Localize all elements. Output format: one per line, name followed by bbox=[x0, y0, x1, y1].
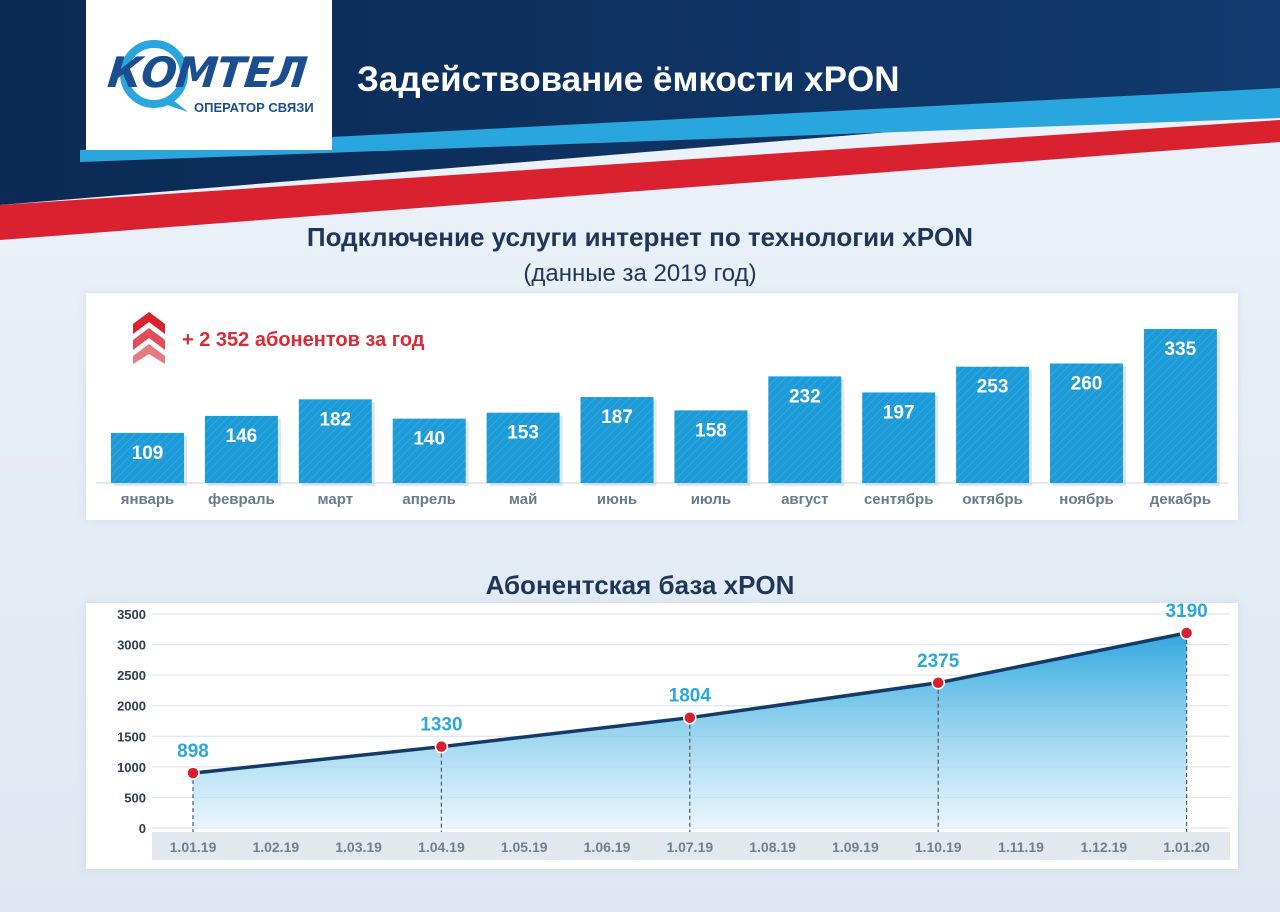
x-tick-label: 1.11.19 bbox=[998, 839, 1044, 855]
bar-category-label: ноябрь bbox=[1059, 491, 1113, 508]
bar bbox=[580, 397, 654, 483]
page-title: Задействование ёмкости xPON bbox=[357, 60, 900, 99]
bar-value-label: 197 bbox=[883, 402, 915, 423]
bar-category-label: май bbox=[509, 491, 537, 508]
data-point-label: 2375 bbox=[917, 651, 960, 672]
bar-value-label: 187 bbox=[601, 407, 633, 428]
bar-category-label: март bbox=[318, 491, 354, 508]
y-tick-label: 2000 bbox=[117, 699, 146, 714]
bar-chart-title: Подключение услуги интернет по технологи… bbox=[306, 222, 974, 252]
bar-value-label: 335 bbox=[1165, 339, 1197, 360]
data-point-label: 898 bbox=[177, 741, 209, 762]
logo-bubble-icon bbox=[120, 40, 188, 112]
bar-category-label: апрель bbox=[402, 491, 456, 508]
x-tick-label: 1.02.19 bbox=[252, 839, 299, 855]
y-tick-label: 1000 bbox=[117, 760, 146, 775]
bar-category-label: сентябрь bbox=[864, 491, 934, 508]
bar bbox=[111, 432, 184, 483]
data-point bbox=[931, 676, 945, 690]
bar bbox=[956, 366, 1030, 483]
data-point bbox=[1179, 626, 1194, 640]
x-tick-label: 1.09.19 bbox=[832, 839, 879, 855]
growth-chevrons-icon bbox=[133, 312, 165, 364]
header-red-stripe bbox=[0, 120, 1280, 240]
bar-value-label: 253 bbox=[977, 377, 1009, 398]
x-tick-label: 1.01.19 bbox=[170, 839, 217, 855]
bar-category-label: февраль bbox=[208, 491, 275, 508]
bar-category-label: декабрь bbox=[1150, 491, 1211, 508]
x-axis-band bbox=[152, 832, 1230, 860]
x-tick-label: 1.04.19 bbox=[418, 839, 465, 855]
header-blue-stripe bbox=[80, 88, 1280, 162]
y-tick-label: 1500 bbox=[117, 729, 146, 744]
x-tick-label: 1.06.19 bbox=[584, 839, 631, 855]
data-point bbox=[186, 766, 200, 780]
bar bbox=[392, 418, 466, 483]
bar-value-label: 109 bbox=[132, 443, 164, 464]
data-point bbox=[683, 710, 697, 725]
logo-card: КОМТЕЛ ОПЕРАТОР СВЯЗИ bbox=[86, 0, 332, 150]
bar bbox=[1143, 329, 1217, 483]
y-tick-label: 3000 bbox=[117, 638, 146, 653]
bar-category-label: октябрь bbox=[962, 491, 1022, 508]
bar bbox=[768, 376, 842, 483]
x-tick-label: 1.08.19 bbox=[749, 839, 796, 855]
bar bbox=[486, 412, 560, 483]
x-tick-label: 1.01.20 bbox=[1163, 839, 1210, 855]
bar-category-label: август bbox=[781, 491, 828, 508]
x-tick-label: 1.03.19 bbox=[335, 839, 382, 855]
bar-category-label: июнь bbox=[597, 491, 637, 508]
bar-value-label: 158 bbox=[695, 420, 727, 441]
bar bbox=[298, 399, 372, 483]
x-tick-label: 1.07.19 bbox=[666, 839, 713, 855]
bar-category-label: июль bbox=[691, 491, 731, 508]
bar-category-label: январь bbox=[121, 491, 175, 508]
data-point-label: 1804 bbox=[669, 686, 712, 707]
area-fill bbox=[193, 632, 1187, 828]
bar-value-label: 232 bbox=[789, 386, 821, 407]
bar bbox=[204, 415, 278, 483]
bar-value-label: 182 bbox=[319, 409, 351, 430]
y-tick-label: 0 bbox=[139, 821, 146, 836]
x-tick-label: 1.10.19 bbox=[915, 839, 962, 855]
y-tick-label: 2500 bbox=[117, 668, 146, 683]
x-tick-label: 1.05.19 bbox=[501, 839, 548, 855]
y-tick-label: 3500 bbox=[117, 607, 146, 622]
y-tick-label: 500 bbox=[124, 790, 146, 805]
bar-value-label: 260 bbox=[1071, 373, 1103, 394]
bar-chart-panel bbox=[86, 293, 1238, 520]
logo-subtitle: ОПЕРАТОР СВЯЗИ bbox=[194, 100, 314, 115]
bar-value-label: 140 bbox=[413, 429, 445, 450]
bar-chart-subtitle: (данные за 2019 год) bbox=[523, 260, 757, 287]
bar-value-label: 146 bbox=[226, 426, 258, 447]
data-point-label: 1330 bbox=[420, 715, 462, 736]
bar-value-label: 153 bbox=[507, 423, 539, 444]
line-chart-title: Абонентская база xPON bbox=[485, 570, 795, 600]
x-tick-label: 1.12.19 bbox=[1080, 839, 1127, 855]
data-point bbox=[434, 739, 449, 754]
bar bbox=[674, 410, 748, 483]
bar bbox=[862, 392, 936, 483]
bar bbox=[1050, 363, 1123, 483]
data-point-label: 3190 bbox=[1165, 601, 1207, 622]
yearly-gain-annotation: + 2 352 абонентов за год bbox=[182, 329, 425, 351]
